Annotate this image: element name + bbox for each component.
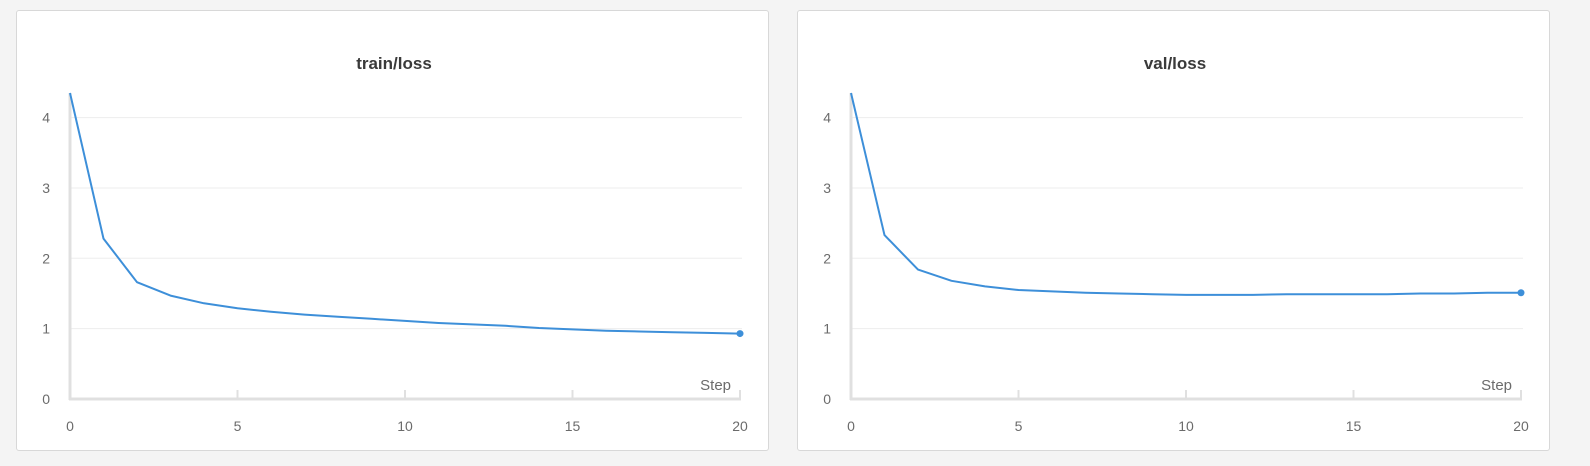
x-tick-label: 15 — [565, 418, 581, 434]
gridlines — [70, 117, 742, 330]
y-tick-label: 0 — [42, 391, 50, 407]
chart-svg: train/loss Step 0 1 2 3 4 0 5 10 15 20 — [42, 54, 748, 434]
x-tick-label: 0 — [66, 418, 74, 434]
gridlines — [851, 117, 1523, 330]
x-ticks: 0 5 10 15 20 — [66, 390, 748, 434]
axes — [68, 93, 741, 401]
x-tick-label: 5 — [1015, 418, 1023, 434]
series-line — [69, 92, 741, 335]
y-tick-label: 0 — [823, 391, 831, 407]
x-axis-label: Step — [1481, 377, 1512, 394]
y-tick-label: 2 — [823, 250, 831, 266]
series — [850, 92, 1525, 297]
x-tick-label: 15 — [1346, 418, 1362, 434]
axes — [849, 93, 1522, 401]
x-axis-label: Step — [700, 377, 731, 394]
chart-panel-val-loss: val/loss Step 0 1 2 3 4 0 5 10 15 20 — [797, 10, 1550, 451]
chart-title: val/loss — [1144, 54, 1206, 73]
series — [69, 92, 744, 338]
y-tick-label: 1 — [823, 321, 831, 337]
y-ticks: 0 1 2 3 4 — [823, 110, 831, 407]
x-tick-label: 0 — [847, 418, 855, 434]
x-ticks: 0 5 10 15 20 — [847, 390, 1529, 434]
chart-panel-train-loss: train/loss Step 0 1 2 3 4 0 5 10 15 20 — [16, 10, 769, 451]
y-tick-label: 4 — [823, 110, 831, 126]
x-tick-label: 20 — [1513, 418, 1529, 434]
series-line — [850, 92, 1521, 296]
y-tick-label: 3 — [42, 180, 50, 196]
last-point-marker — [1517, 289, 1525, 297]
y-tick-label: 3 — [823, 180, 831, 196]
y-tick-label: 2 — [42, 250, 50, 266]
x-tick-label: 10 — [1178, 418, 1194, 434]
y-tick-label: 1 — [42, 321, 50, 337]
x-tick-label: 20 — [732, 418, 748, 434]
chart-svg: val/loss Step 0 1 2 3 4 0 5 10 15 20 — [823, 54, 1529, 434]
y-ticks: 0 1 2 3 4 — [42, 110, 50, 407]
x-tick-label: 10 — [397, 418, 413, 434]
last-point-marker — [736, 330, 744, 338]
chart-title: train/loss — [356, 54, 432, 73]
y-tick-label: 4 — [42, 110, 50, 126]
x-tick-label: 5 — [234, 418, 242, 434]
